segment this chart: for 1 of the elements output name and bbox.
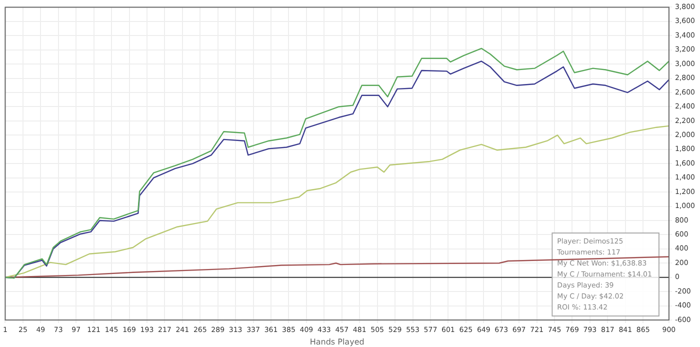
x-axis-title: Hands Played [310, 337, 364, 346]
